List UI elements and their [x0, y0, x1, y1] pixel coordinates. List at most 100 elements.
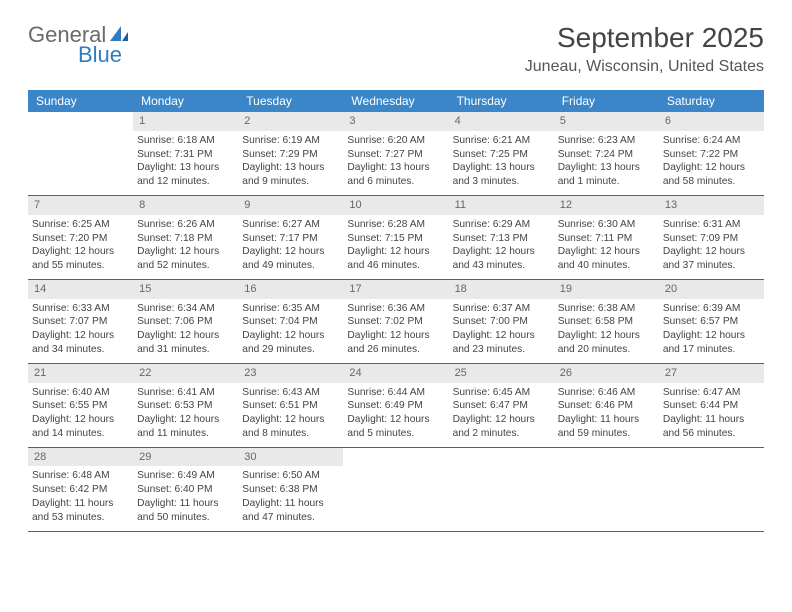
day-detail-line: Sunrise: 6:36 AM	[347, 302, 444, 316]
day-detail-line: and 52 minutes.	[137, 259, 234, 273]
day-detail-line: Sunset: 7:18 PM	[137, 232, 234, 246]
day-detail-line: and 5 minutes.	[347, 427, 444, 441]
day-detail-line: Sunrise: 6:26 AM	[137, 218, 234, 232]
day-detail-line: and 49 minutes.	[242, 259, 339, 273]
day-number: 8	[133, 196, 238, 215]
day-cell: 3Sunrise: 6:20 AMSunset: 7:27 PMDaylight…	[343, 112, 448, 195]
day-number: 21	[28, 364, 133, 383]
day-detail-line: Daylight: 12 hours	[32, 329, 129, 343]
day-detail-line: Sunset: 6:57 PM	[663, 315, 760, 329]
day-cell: 28Sunrise: 6:48 AMSunset: 6:42 PMDayligh…	[28, 448, 133, 531]
day-detail-line: Sunset: 6:46 PM	[558, 399, 655, 413]
weekday-header: Tuesday	[238, 90, 343, 112]
day-detail-line: and 14 minutes.	[32, 427, 129, 441]
day-number: 2	[238, 112, 343, 131]
day-cell: 16Sunrise: 6:35 AMSunset: 7:04 PMDayligh…	[238, 280, 343, 363]
day-number: 16	[238, 280, 343, 299]
day-detail-line: Sunset: 7:00 PM	[453, 315, 550, 329]
day-detail-line: Sunrise: 6:23 AM	[558, 134, 655, 148]
week-row: 28Sunrise: 6:48 AMSunset: 6:42 PMDayligh…	[28, 448, 764, 532]
day-detail-line: Sunset: 6:58 PM	[558, 315, 655, 329]
day-number: 4	[449, 112, 554, 131]
day-number: 25	[449, 364, 554, 383]
day-detail-line: and 34 minutes.	[32, 343, 129, 357]
day-detail-line: Sunset: 6:42 PM	[32, 483, 129, 497]
day-detail-line: Sunset: 7:31 PM	[137, 148, 234, 162]
day-detail-line: Daylight: 12 hours	[242, 413, 339, 427]
day-detail-line: Sunrise: 6:29 AM	[453, 218, 550, 232]
day-cell	[449, 448, 554, 531]
day-detail-line: Sunset: 7:07 PM	[32, 315, 129, 329]
day-detail-line: Daylight: 12 hours	[347, 413, 444, 427]
day-detail-line: Sunset: 6:40 PM	[137, 483, 234, 497]
day-cell: 15Sunrise: 6:34 AMSunset: 7:06 PMDayligh…	[133, 280, 238, 363]
day-detail-line: Sunrise: 6:21 AM	[453, 134, 550, 148]
week-row: 1 Sunrise: 6:18 AMSunset: 7:31 PM Daylight…	[28, 112, 764, 196]
day-detail-line: and 50 minutes.	[137, 511, 234, 525]
day-number: 18	[449, 280, 554, 299]
day-cell: 29Sunrise: 6:49 AMSunset: 6:40 PMDayligh…	[133, 448, 238, 531]
day-cell: 8Sunrise: 6:26 AMSunset: 7:18 PMDaylight…	[133, 196, 238, 279]
header: General Blue September 2025 Juneau, Wisc…	[28, 22, 764, 76]
day-detail-line: and 56 minutes.	[663, 427, 760, 441]
day-detail-line: Sunrise: 6:24 AM	[663, 134, 760, 148]
day-detail-line: Sunset: 7:29 PM	[242, 148, 339, 162]
day-detail-line: Sunrise: 6:41 AM	[137, 386, 234, 400]
day-detail-line: Sunrise: 6:20 AM	[347, 134, 444, 148]
day-detail-line: Daylight: 11 hours	[137, 497, 234, 511]
day-detail-line: Daylight: 12 hours	[453, 329, 550, 343]
day-cell: 25Sunrise: 6:45 AMSunset: 6:47 PMDayligh…	[449, 364, 554, 447]
day-detail-line: Sunset: 7:15 PM	[347, 232, 444, 246]
day-number: 27	[659, 364, 764, 383]
day-number: 5	[554, 112, 659, 131]
day-number: 22	[133, 364, 238, 383]
day-cell: 23Sunrise: 6:43 AMSunset: 6:51 PMDayligh…	[238, 364, 343, 447]
day-cell: 12Sunrise: 6:30 AMSunset: 7:11 PMDayligh…	[554, 196, 659, 279]
day-detail-line: and 37 minutes.	[663, 259, 760, 273]
day-detail-line: Sunset: 7:13 PM	[453, 232, 550, 246]
day-detail-line: Daylight: 12 hours	[558, 245, 655, 259]
day-cell: 9Sunrise: 6:27 AMSunset: 7:17 PMDaylight…	[238, 196, 343, 279]
weekday-header: Monday	[133, 90, 238, 112]
weekday-header: Sunday	[28, 90, 133, 112]
day-cell: 13Sunrise: 6:31 AMSunset: 7:09 PMDayligh…	[659, 196, 764, 279]
day-cell: 10Sunrise: 6:28 AMSunset: 7:15 PMDayligh…	[343, 196, 448, 279]
day-cell: 11Sunrise: 6:29 AMSunset: 7:13 PMDayligh…	[449, 196, 554, 279]
day-detail-line: and 20 minutes.	[558, 343, 655, 357]
day-detail-line: Sunset: 6:51 PM	[242, 399, 339, 413]
day-detail-line: and 31 minutes.	[137, 343, 234, 357]
day-detail-line: and 59 minutes.	[558, 427, 655, 441]
day-number: 23	[238, 364, 343, 383]
day-number: 10	[343, 196, 448, 215]
day-detail-line: Sunrise: 6:25 AM	[32, 218, 129, 232]
day-cell: 14Sunrise: 6:33 AMSunset: 7:07 PMDayligh…	[28, 280, 133, 363]
day-number: 15	[133, 280, 238, 299]
day-number: 3	[343, 112, 448, 131]
day-number: 29	[133, 448, 238, 467]
day-detail-line: and 26 minutes.	[347, 343, 444, 357]
day-detail-line: Daylight: 12 hours	[453, 413, 550, 427]
weekday-header: Friday	[554, 90, 659, 112]
day-number: 13	[659, 196, 764, 215]
location-label: Juneau, Wisconsin, United States	[525, 58, 764, 76]
day-cell: 18Sunrise: 6:37 AMSunset: 7:00 PMDayligh…	[449, 280, 554, 363]
day-detail-line: and 29 minutes.	[242, 343, 339, 357]
day-number: 24	[343, 364, 448, 383]
day-detail-line: Sunrise: 6:39 AM	[663, 302, 760, 316]
day-cell: 4Sunrise: 6:21 AMSunset: 7:25 PMDaylight…	[449, 112, 554, 195]
day-detail-line: Sunrise: 6:45 AM	[453, 386, 550, 400]
day-cell: 22Sunrise: 6:41 AMSunset: 6:53 PMDayligh…	[133, 364, 238, 447]
day-detail-line: Sunrise: 6:18 AM	[137, 134, 234, 148]
weeks-container: 1 Sunrise: 6:18 AMSunset: 7:31 PM Daylight…	[28, 112, 764, 532]
day-cell: 19Sunrise: 6:38 AMSunset: 6:58 PMDayligh…	[554, 280, 659, 363]
day-detail-line: Daylight: 13 hours	[453, 161, 550, 175]
day-detail-line: and 8 minutes.	[242, 427, 339, 441]
day-number: 26	[554, 364, 659, 383]
day-cell: 7Sunrise: 6:25 AMSunset: 7:20 PMDaylight…	[28, 196, 133, 279]
month-title: September 2025	[525, 22, 764, 54]
week-row: 7Sunrise: 6:25 AMSunset: 7:20 PMDaylight…	[28, 196, 764, 280]
day-number: 1	[133, 112, 238, 131]
weekday-header-row: Sunday Monday Tuesday Wednesday Thursday…	[28, 90, 764, 112]
day-detail-line: Daylight: 12 hours	[137, 329, 234, 343]
day-number: 14	[28, 280, 133, 299]
